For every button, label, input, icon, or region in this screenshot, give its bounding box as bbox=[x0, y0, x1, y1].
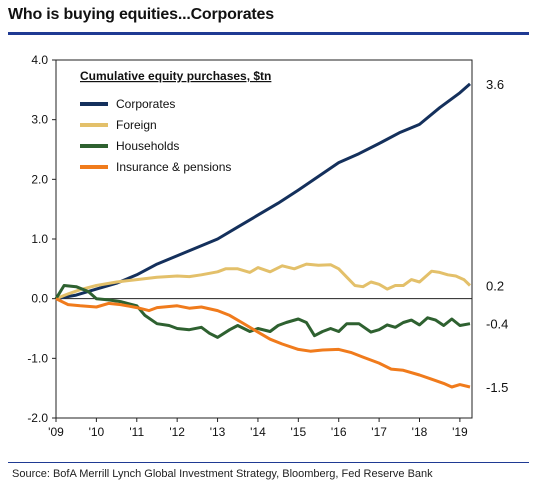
axes: 4.0 3.0 2.0 1.0 0.0 -1.0 -2.0'09 '10 '11 '12 '13 '1… bbox=[27, 53, 473, 439]
x-tick-label: '14 bbox=[250, 425, 266, 439]
series-line-3 bbox=[55, 297, 471, 389]
legend-entry: Households bbox=[116, 139, 179, 153]
x-tick-label: '10 bbox=[89, 425, 105, 439]
x-tick-label: '09 bbox=[48, 425, 64, 439]
legend-entry: Foreign bbox=[116, 118, 157, 132]
end-label: -1.5 bbox=[486, 380, 508, 395]
source-note: Source: BofA Merrill Lynch Global Invest… bbox=[12, 468, 433, 480]
series-lines bbox=[54, 82, 472, 389]
legend-title: Cumulative equity purchases, $tn bbox=[80, 69, 271, 83]
x-tick-label: '18 bbox=[412, 425, 428, 439]
x-tick-label: '19 bbox=[452, 425, 468, 439]
y-tick-label: 2.0 bbox=[31, 172, 48, 186]
x-tick-label: '11 bbox=[129, 425, 144, 439]
x-tick-label: '15 bbox=[291, 425, 307, 439]
x-tick-label: '12 bbox=[169, 425, 185, 439]
x-tick-label: '16 bbox=[331, 425, 347, 439]
equity-purchases-chart: 4.0 3.0 2.0 1.0 0.0 -1.0 -2.0'09 '10 '11 '12 '13 '1… bbox=[27, 53, 508, 439]
end-label: 0.2 bbox=[486, 279, 504, 294]
end-labels: 3.6 0.2 -0.4 -1.5 bbox=[486, 77, 508, 395]
y-tick-label: -1.0 bbox=[27, 351, 48, 365]
x-tick-label: '13 bbox=[210, 425, 226, 439]
y-tick-label: -2.0 bbox=[27, 411, 48, 425]
y-tick-label: 3.0 bbox=[31, 113, 48, 127]
y-tick-label: 0.0 bbox=[31, 292, 48, 306]
title-rule bbox=[8, 32, 529, 35]
bottom-rule bbox=[8, 462, 529, 463]
plot-frame bbox=[55, 59, 473, 419]
page-title: Who is buying equities...Corporates bbox=[8, 6, 274, 23]
legend-entry: Corporates bbox=[116, 97, 175, 111]
series-line-1 bbox=[55, 262, 472, 301]
series-line-0 bbox=[55, 82, 471, 301]
x-tick-label: '17 bbox=[371, 425, 387, 439]
end-label: -0.4 bbox=[486, 317, 508, 332]
series-line-2 bbox=[54, 284, 471, 339]
legend-entry: Insurance & pensions bbox=[116, 160, 231, 174]
y-tick-label: 1.0 bbox=[31, 232, 48, 246]
legend: Cumulative equity purchases, $tn Corporat… bbox=[80, 69, 271, 174]
end-label: 3.6 bbox=[486, 77, 504, 92]
y-tick-label: 4.0 bbox=[31, 53, 48, 67]
